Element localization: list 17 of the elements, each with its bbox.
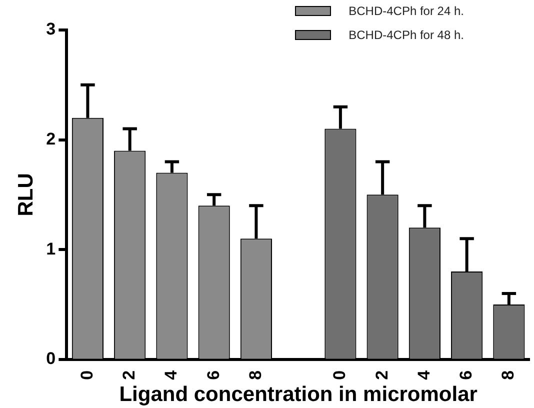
x-tick-label: 2 xyxy=(120,370,139,380)
x-tick-label: 4 xyxy=(414,370,434,380)
x-tick-label: 8 xyxy=(498,370,518,380)
y-tick-label: 3 xyxy=(46,20,56,39)
y-tick-label: 2 xyxy=(46,129,56,148)
x-tick-label: 2 xyxy=(372,370,392,380)
x-tick-label: 6 xyxy=(204,370,223,380)
legend-label: BCHD-4CPh for 24 h. xyxy=(348,4,464,18)
x-tick-label: 8 xyxy=(246,370,265,380)
legend-label: BCHD-4CPh for 48 h. xyxy=(348,28,464,42)
x-tick-label: 6 xyxy=(456,370,476,380)
x-tick-label: 0 xyxy=(330,370,350,380)
y-axis-title: RLU xyxy=(14,173,38,216)
x-tick-label: 4 xyxy=(162,370,181,380)
x-axis-title: Ligand concentration in micromolar xyxy=(119,383,478,406)
y-tick-label: 1 xyxy=(46,239,56,258)
x-tick-label: 0 xyxy=(77,370,96,380)
